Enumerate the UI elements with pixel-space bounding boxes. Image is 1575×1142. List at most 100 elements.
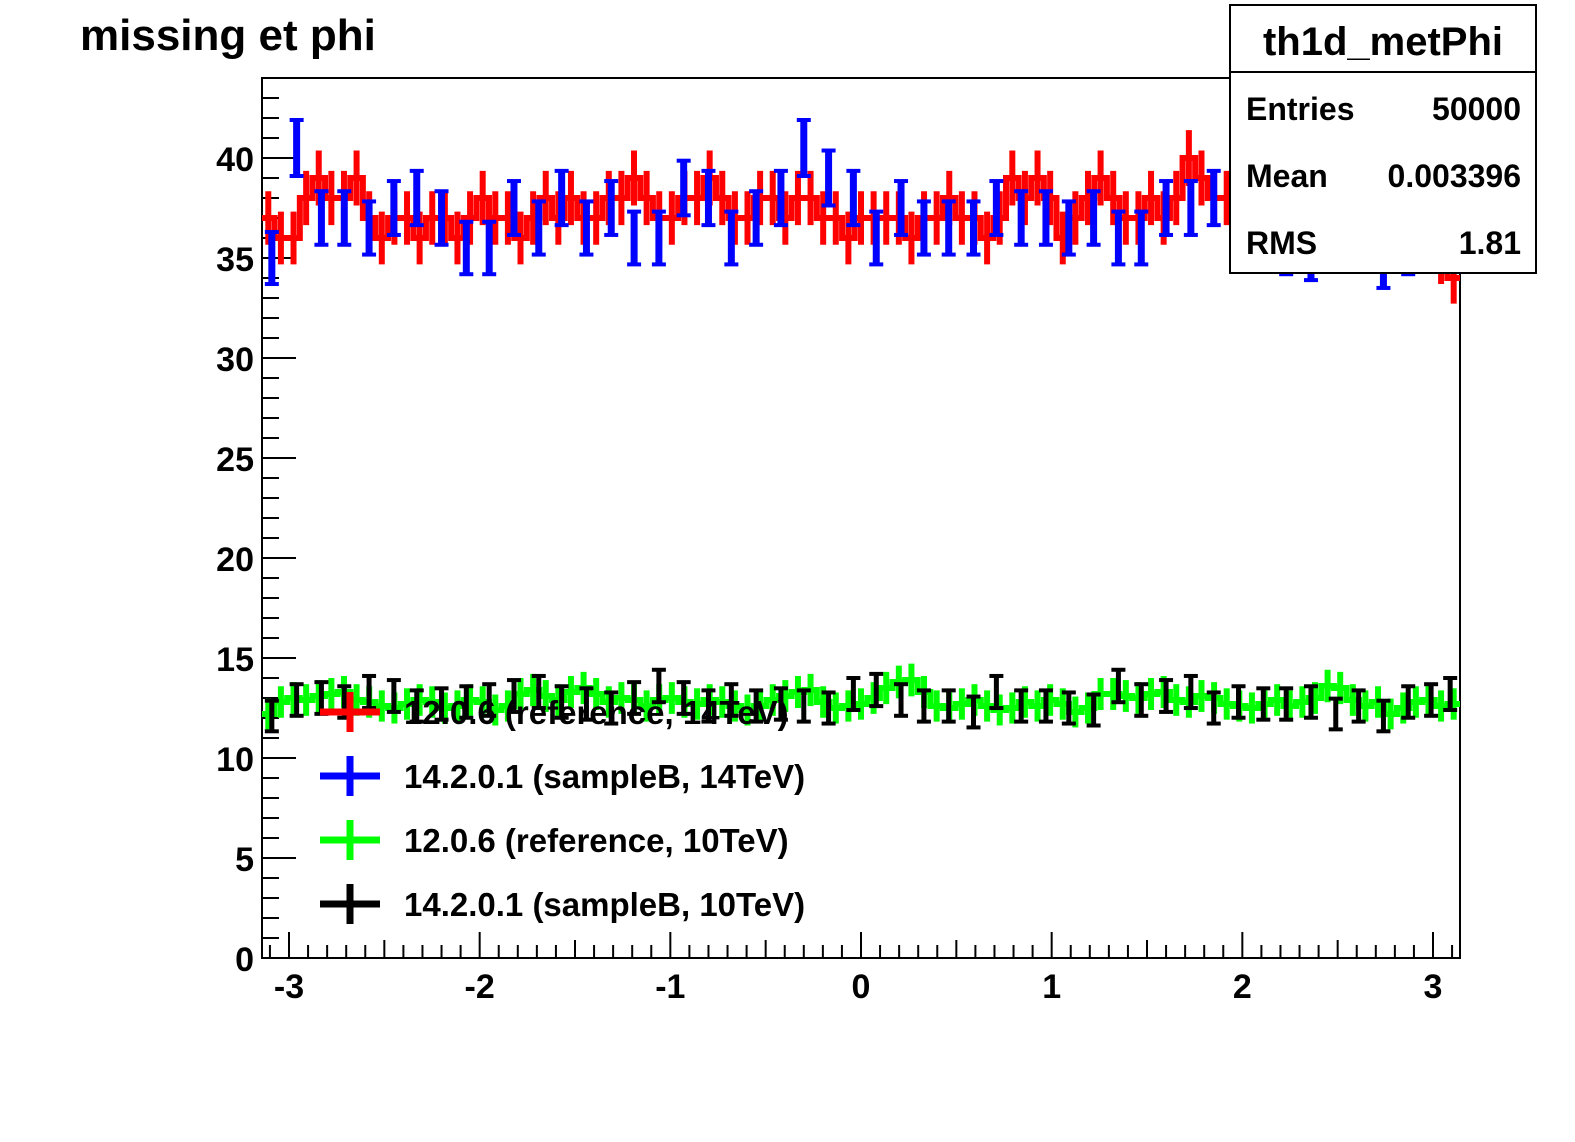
legend-label: 14.2.0.1 (sampleB, 14TeV) xyxy=(404,758,805,795)
series-4-point xyxy=(604,690,619,726)
series-2-point xyxy=(1086,189,1101,247)
stats-box-frame xyxy=(1229,4,1537,274)
series-4-point xyxy=(1351,688,1366,724)
legend-label: 12.0.6 (reference, 10TeV) xyxy=(404,822,789,859)
series-4-point xyxy=(846,676,861,712)
series-4-point xyxy=(1424,682,1439,718)
series-2-point xyxy=(676,158,691,218)
series-2-point xyxy=(314,189,329,247)
legend-entry-4: 14.2.0.1 (sampleB, 10TeV) xyxy=(320,884,805,924)
series-2-point xyxy=(894,179,909,237)
series-2-point xyxy=(531,199,546,257)
series-2-point xyxy=(796,117,811,179)
stats-box: th1d_metPhi Entries 50000 Mean 0.003396 … xyxy=(1229,4,1537,274)
y-tick-label: 20 xyxy=(216,541,254,579)
legend-entry-1: 12.0.6 (reference, 14TeV) xyxy=(320,692,789,732)
x-tick-label: 2 xyxy=(1233,968,1252,1006)
series-4-point xyxy=(482,682,497,718)
series-4-point xyxy=(701,688,716,724)
series-2-point xyxy=(1183,179,1198,237)
series-4-point xyxy=(989,673,1004,711)
series-4-point xyxy=(724,682,739,718)
series-4-point xyxy=(1014,688,1029,724)
legend-label: 14.2.0.1 (sampleB, 10TeV) xyxy=(404,886,805,923)
series-4-point xyxy=(579,686,594,722)
y-tick-label: 5 xyxy=(235,841,254,879)
series-2-point xyxy=(627,209,642,267)
series-4-point xyxy=(916,688,931,724)
series-2-point xyxy=(264,229,279,287)
y-tick-label: 15 xyxy=(216,641,254,679)
series-2-point xyxy=(701,168,716,228)
series-4-point xyxy=(1134,682,1149,718)
series-4-point xyxy=(821,690,836,726)
series-4-point xyxy=(264,698,279,734)
y-tick-label: 35 xyxy=(216,241,254,279)
stats-mean-value: 0.003396 xyxy=(1388,158,1521,194)
series-4-point xyxy=(869,671,884,709)
series-4-point xyxy=(531,673,546,711)
series-2-point xyxy=(1134,209,1149,267)
x-tick-label: -2 xyxy=(465,968,495,1006)
series-4-point xyxy=(1376,698,1391,734)
series-4-point xyxy=(1303,684,1318,720)
series-2-point xyxy=(289,117,304,179)
series-2-point xyxy=(869,209,884,267)
series-4-point xyxy=(289,682,304,718)
x-tick-label: -3 xyxy=(274,968,304,1006)
series-2-point xyxy=(966,199,981,257)
series-2-point xyxy=(821,148,836,208)
series-2-point xyxy=(749,189,764,247)
series-2-point xyxy=(409,168,424,228)
series-2-point xyxy=(724,209,739,267)
stats-entries-label: Entries xyxy=(1246,91,1354,127)
series-4-point xyxy=(1159,678,1174,714)
y-tick-label: 30 xyxy=(216,341,254,379)
series-2-point xyxy=(579,199,594,257)
series-4-point xyxy=(1038,688,1053,724)
series-4-point xyxy=(1401,684,1416,720)
legend-entry-3: 12.0.6 (reference, 10TeV) xyxy=(320,820,789,860)
series-2-point xyxy=(1206,168,1221,228)
x-tick-label: 0 xyxy=(852,968,871,1006)
x-tick-label: 1 xyxy=(1042,968,1061,1006)
series-2-point xyxy=(554,168,569,228)
x-tick-label: -1 xyxy=(655,968,685,1006)
series-2-point xyxy=(916,199,931,257)
series-2-point xyxy=(941,199,956,257)
series-4-point xyxy=(1206,690,1221,726)
stats-rms-label: RMS xyxy=(1246,225,1317,261)
series-4-point xyxy=(554,684,569,720)
y-tick-label: 40 xyxy=(216,141,254,179)
series-2-point xyxy=(1159,179,1174,237)
series-4-point xyxy=(1111,667,1126,705)
series-4 xyxy=(264,667,1458,734)
chart-title: missing et phi xyxy=(80,11,376,60)
legend: 12.0.6 (reference, 14TeV) 14.2.0.1 (sampl… xyxy=(320,692,805,924)
series-2-point xyxy=(846,168,861,228)
series-4-point xyxy=(459,684,474,720)
y-axis: 0 5 10 15 20 25 30 35 40 xyxy=(216,77,296,979)
legend-label: 12.0.6 (reference, 14TeV) xyxy=(404,694,789,731)
series-4-point xyxy=(1279,686,1294,722)
stats-mean-label: Mean xyxy=(1246,158,1328,194)
series-4-point xyxy=(676,680,691,716)
series-4-point xyxy=(894,682,909,718)
y-tick-label: 10 xyxy=(216,741,254,779)
series-2-point xyxy=(386,179,401,237)
series-4-point xyxy=(941,688,956,724)
y-tick-label: 25 xyxy=(216,441,254,479)
series-4-point xyxy=(434,686,449,722)
series-4-point xyxy=(651,667,666,705)
series-2-point xyxy=(1111,209,1126,267)
series-2-point xyxy=(362,199,377,257)
x-axis: -3 -2 -1 0 1 2 3 xyxy=(268,932,1454,1006)
stats-entries-value: 50000 xyxy=(1432,91,1521,127)
series-2-point xyxy=(604,179,619,237)
series-4-point xyxy=(1231,684,1246,720)
series-2-point xyxy=(989,179,1004,237)
series-4-point xyxy=(773,686,788,722)
series-2-point xyxy=(506,179,521,237)
series-4-point xyxy=(506,678,521,714)
series-4-point xyxy=(362,673,377,711)
